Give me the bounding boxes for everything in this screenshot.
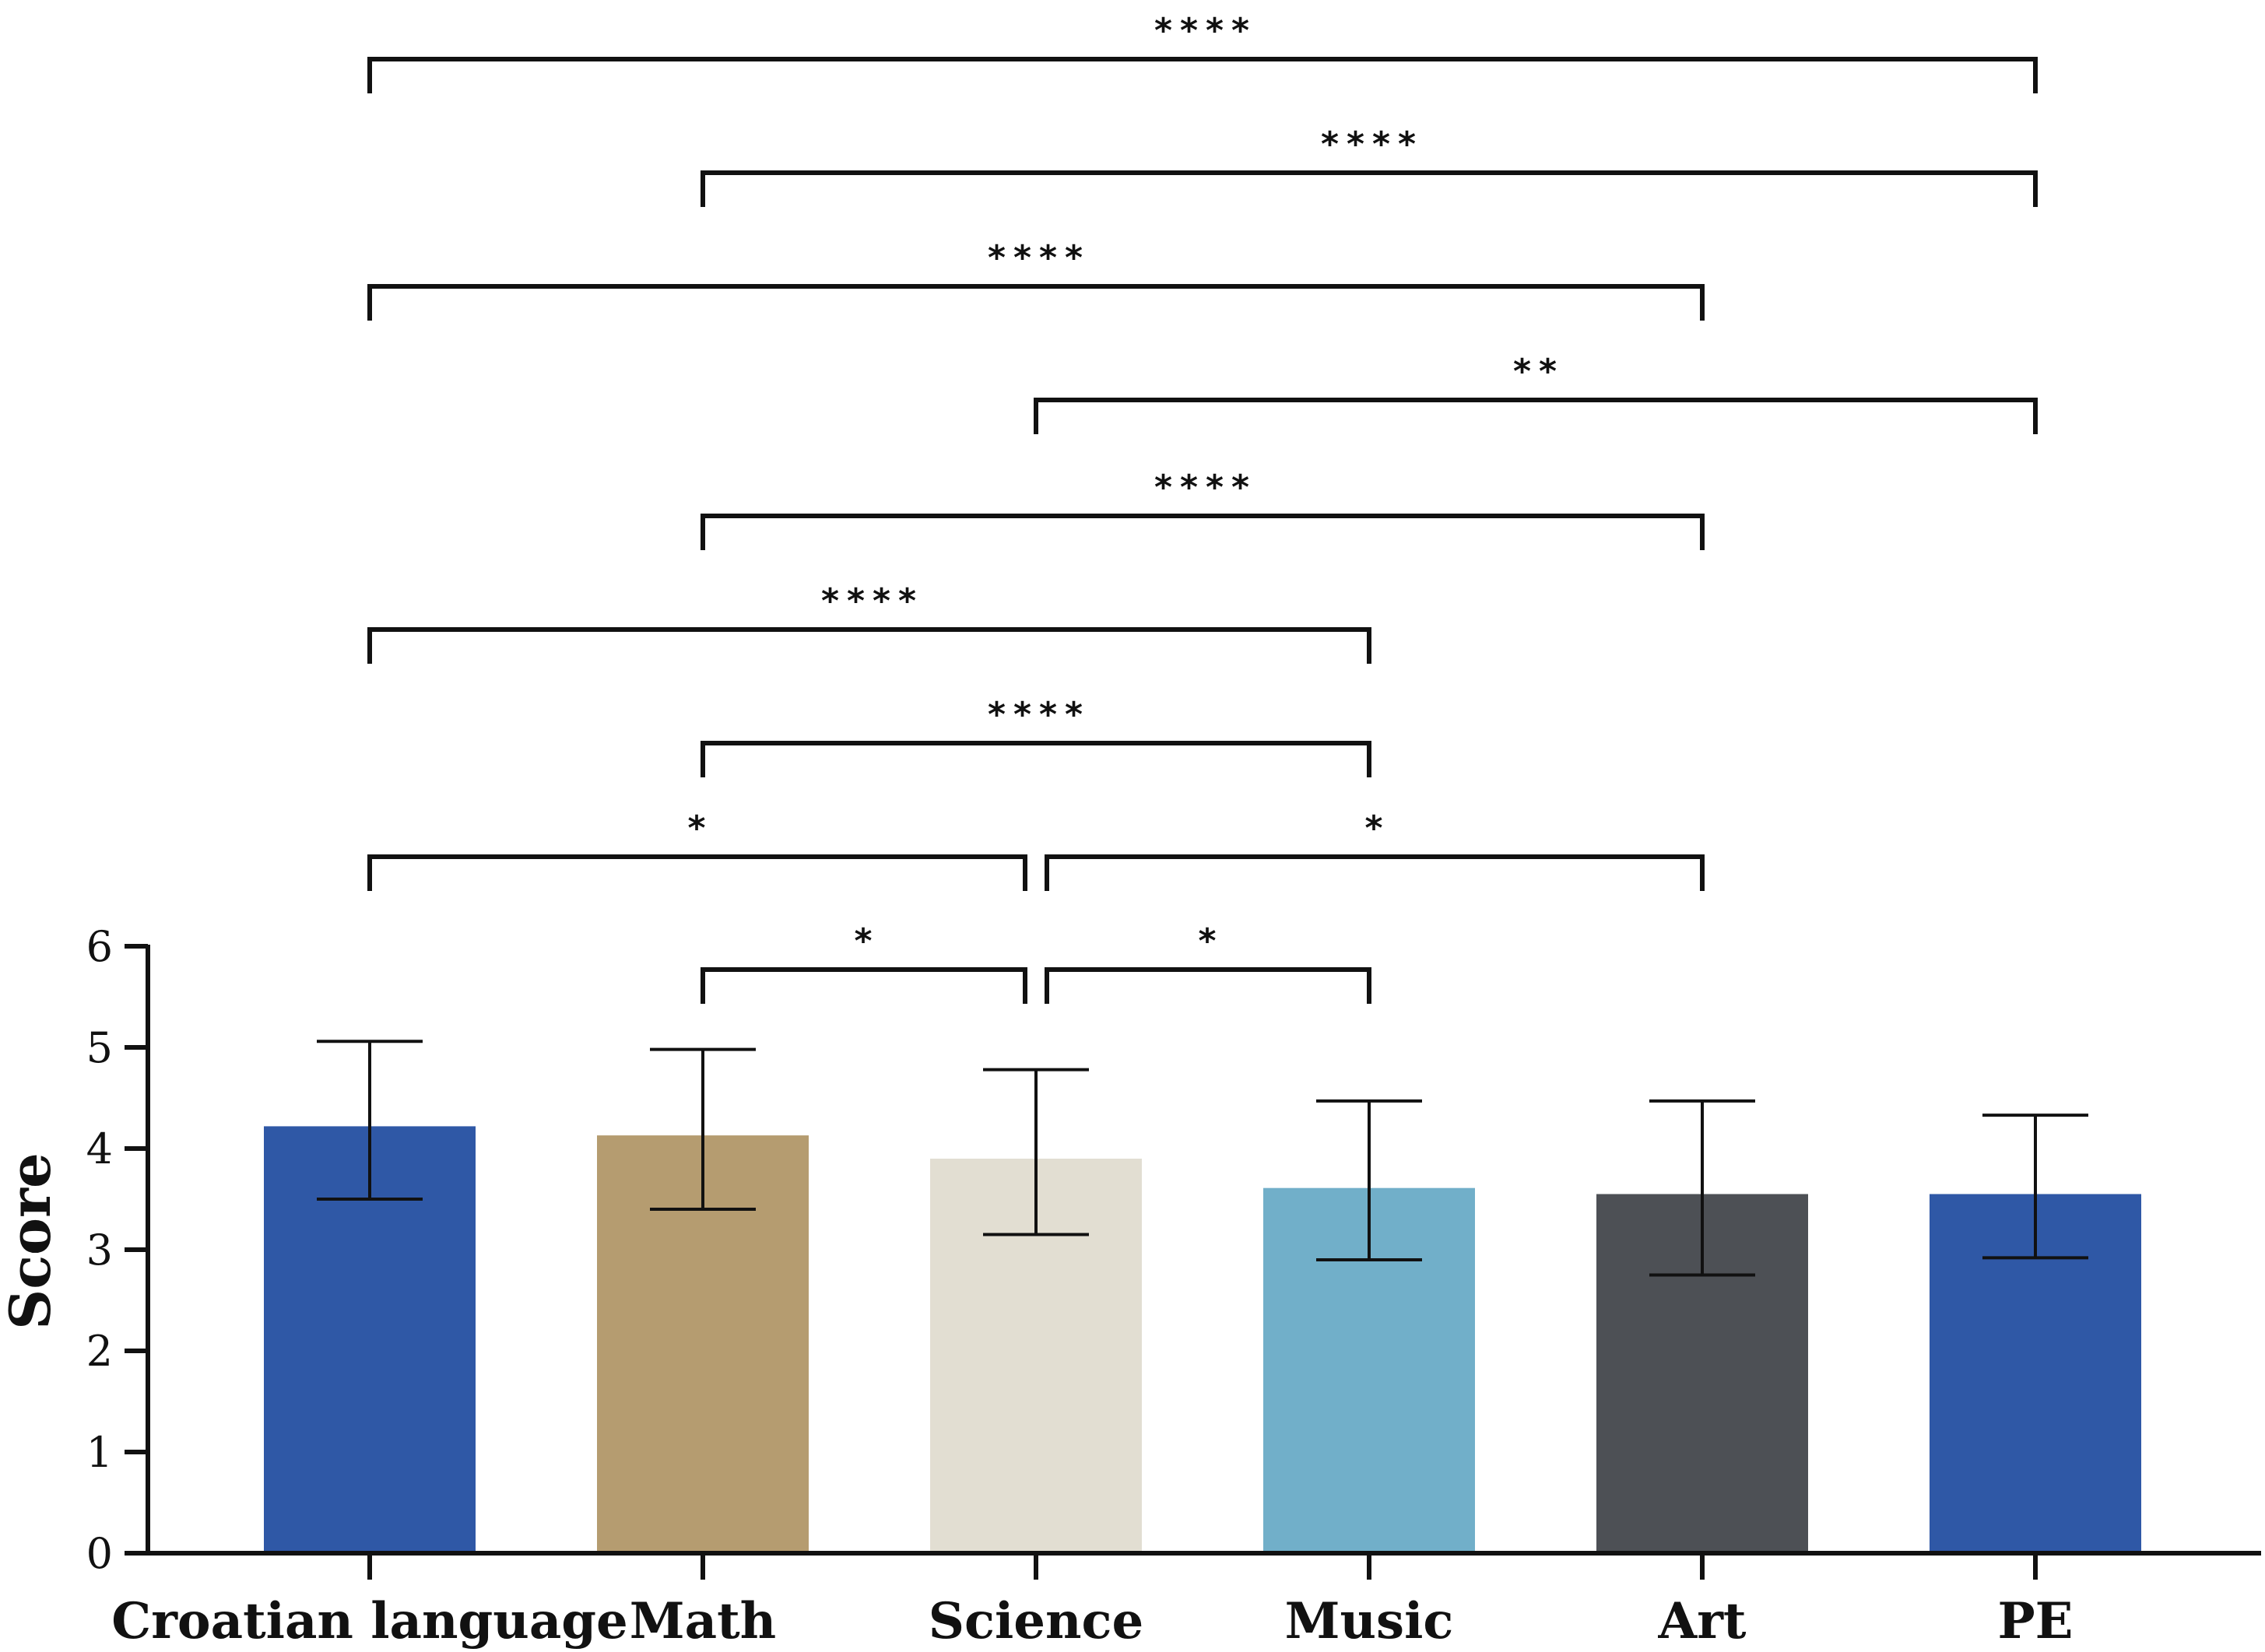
x-tick-label: Science bbox=[929, 1592, 1143, 1650]
significance-label: **** bbox=[988, 695, 1090, 735]
bars bbox=[264, 1126, 2141, 1553]
significance-label: * bbox=[1364, 808, 1390, 848]
y-axis-title: Score bbox=[0, 1152, 63, 1330]
significance-label: * bbox=[687, 808, 713, 848]
significance-bracket bbox=[367, 627, 1371, 664]
significance-label: **** bbox=[1154, 468, 1257, 507]
significance-bracket bbox=[1045, 967, 1371, 1004]
y-tick-label: 1 bbox=[86, 1428, 113, 1477]
significance-label: **** bbox=[988, 238, 1090, 278]
y-tick-label: 6 bbox=[86, 922, 113, 971]
y-tick-label: 3 bbox=[86, 1226, 113, 1275]
y-tick-label: 4 bbox=[86, 1124, 113, 1173]
y-tick-label: 2 bbox=[86, 1327, 113, 1376]
x-tick-label: Math bbox=[630, 1592, 776, 1650]
significance-bracket bbox=[701, 170, 2038, 207]
x-tick-label: Croatian language bbox=[111, 1592, 628, 1650]
axes: 0 1 2 3 4 5 6 Croatian language Math Science Music… bbox=[86, 922, 2261, 1650]
x-tick-label: Art bbox=[1658, 1592, 1747, 1650]
significance-bracket bbox=[367, 284, 1705, 321]
y-tick-label: 0 bbox=[86, 1529, 113, 1578]
significance-bracket bbox=[367, 854, 1027, 891]
significance-bracket bbox=[1034, 398, 2038, 434]
significance-label: ** bbox=[1513, 352, 1564, 391]
significance-bracket bbox=[367, 57, 2038, 93]
significance-bracket bbox=[701, 514, 1705, 550]
y-tick-label: 5 bbox=[86, 1023, 113, 1072]
significance-bracket bbox=[701, 967, 1027, 1004]
significance-bracket bbox=[1045, 854, 1705, 891]
significance-label: **** bbox=[1321, 125, 1424, 164]
significance-label: **** bbox=[821, 581, 924, 621]
significance-label: * bbox=[854, 921, 880, 961]
significance-bracket bbox=[701, 741, 1371, 777]
significance-label: **** bbox=[1154, 11, 1257, 51]
significance-brackets: * ** *************************** bbox=[367, 11, 2038, 1004]
x-tick-label: PE bbox=[1998, 1592, 2074, 1650]
significance-label: * bbox=[1198, 921, 1224, 961]
x-tick-label: Music bbox=[1285, 1592, 1454, 1650]
error-bars bbox=[317, 1040, 2088, 1277]
